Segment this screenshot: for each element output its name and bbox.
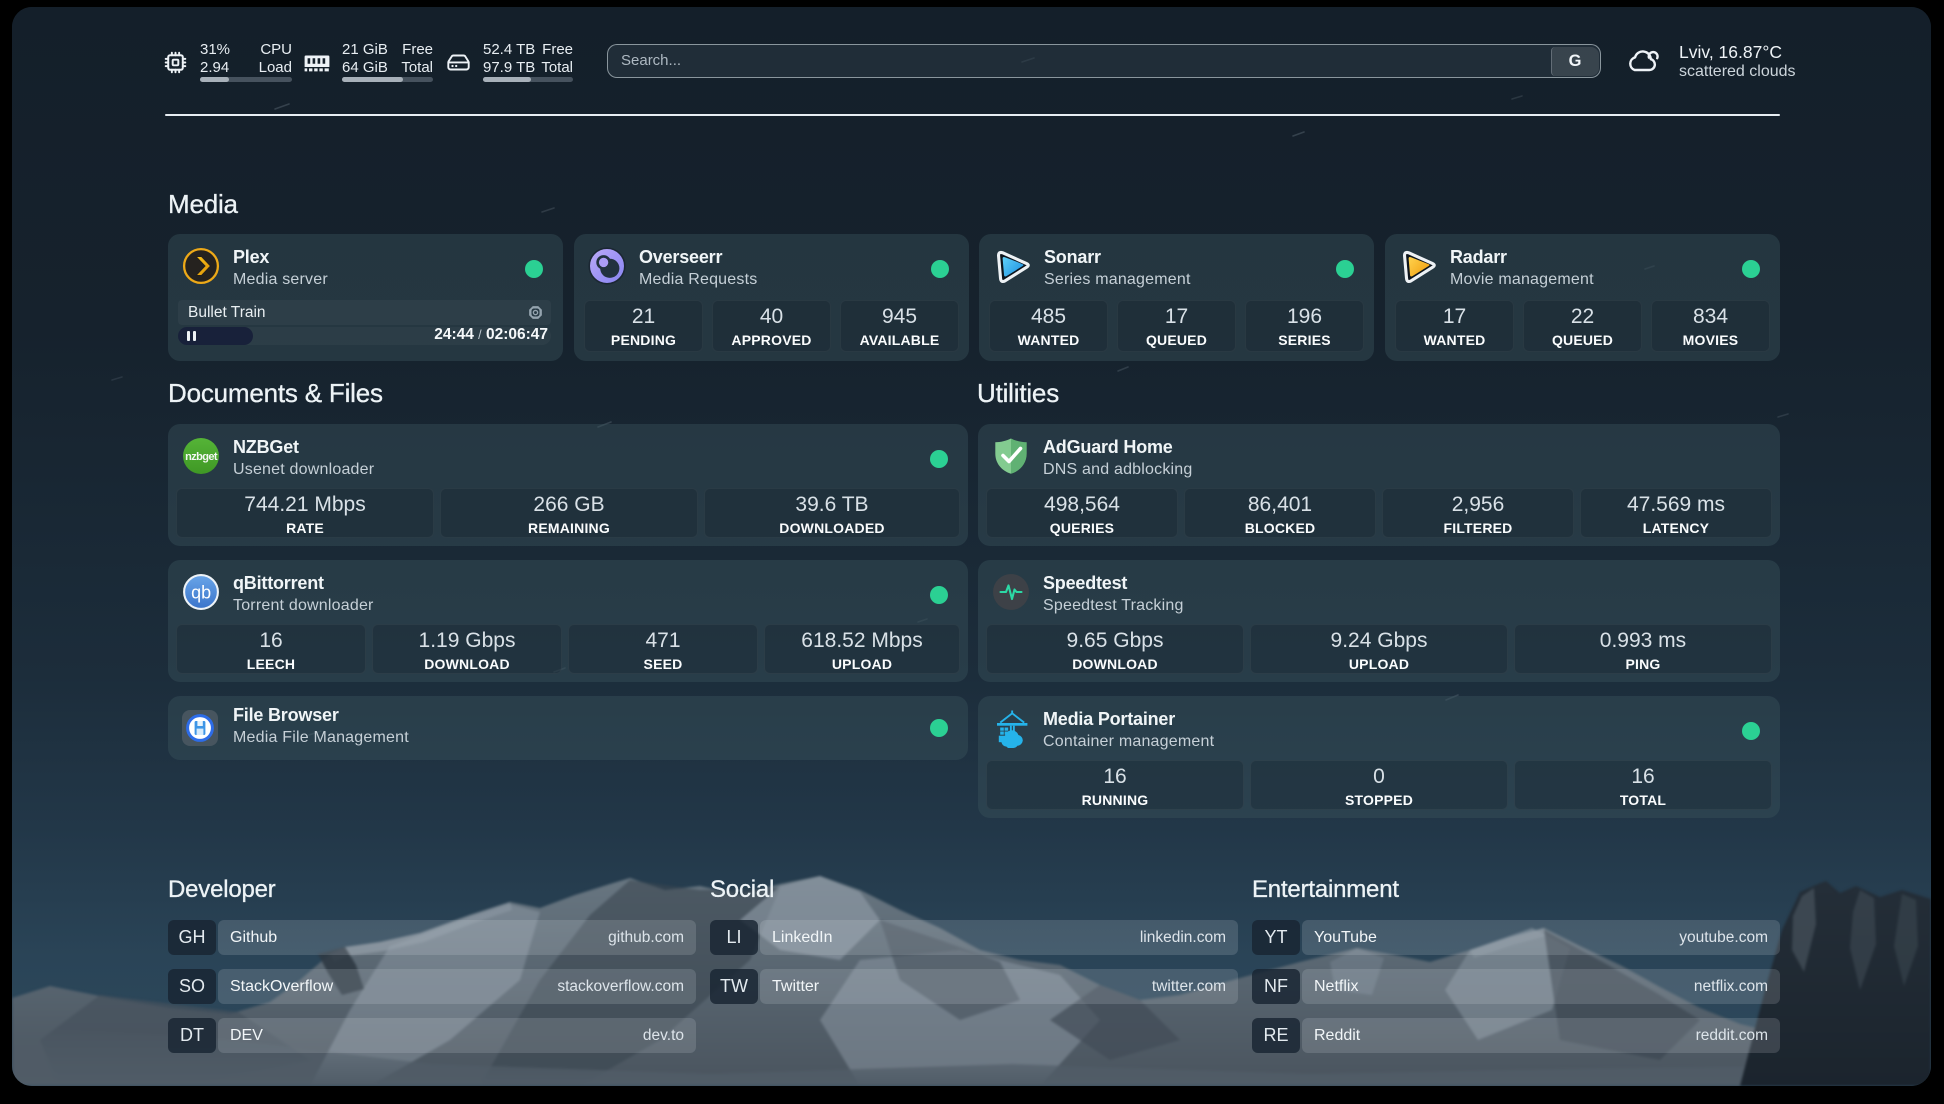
svg-text:nzbget: nzbget: [185, 451, 218, 463]
svg-text:qb: qb: [191, 583, 211, 603]
